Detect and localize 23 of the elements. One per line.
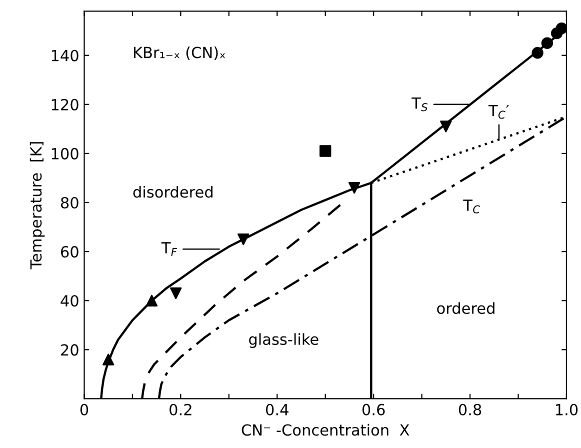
y-tick-label: 80	[60, 196, 78, 209]
annotation: T$_{F}$	[161, 242, 178, 256]
annotation: T$_{C}$′	[488, 104, 509, 119]
annotation: T$_{S}$	[412, 97, 428, 112]
y-tick-label: 60	[61, 246, 78, 258]
x-tick-label: 0.6	[362, 404, 385, 416]
x-tick-label: 0.8	[458, 404, 482, 416]
y-axis-title: Temperature [K]	[30, 142, 45, 270]
x-tick-label: 0	[80, 404, 88, 416]
x-tick-label: 0.2	[170, 404, 192, 416]
y-tick-label: 20	[61, 344, 78, 356]
y-tick-label: 140	[52, 50, 78, 62]
y-tick-label: 120	[52, 98, 78, 110]
x-axis-title: CN⁻ -Concentration X	[242, 424, 410, 436]
x-tick-label: 1.0	[556, 404, 578, 416]
x-tick-label: 0.4	[266, 404, 288, 416]
y-tick-label: 40	[60, 295, 78, 307]
annotation: KBr₁₋ₓ (CN)ₓ	[134, 46, 226, 60]
annotation: glass-like	[249, 333, 318, 348]
annotation: ordered	[437, 302, 494, 314]
annotation: disordered	[133, 186, 212, 198]
y-tick-label: 100	[52, 148, 78, 160]
annotation: T$_{C}$	[463, 200, 480, 214]
